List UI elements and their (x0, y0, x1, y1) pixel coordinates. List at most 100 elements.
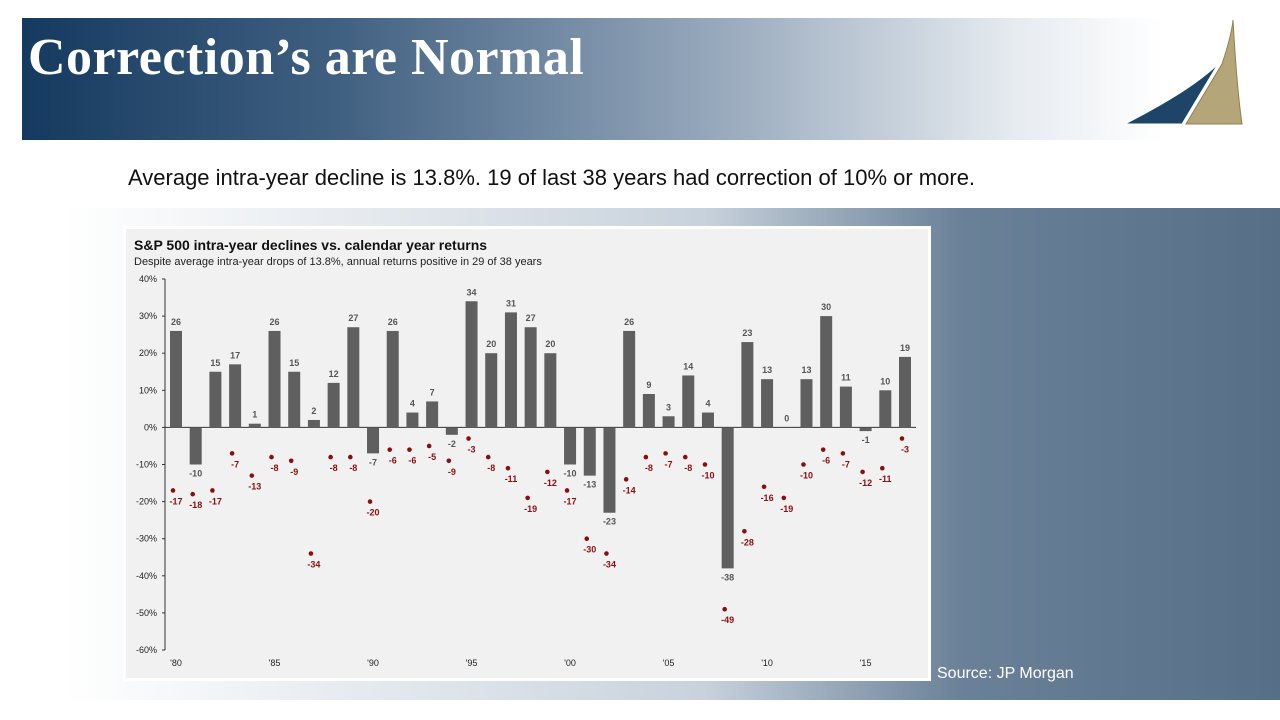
decline-dot-2008 (722, 606, 727, 612)
bar-2013 (820, 316, 833, 428)
decline-dot-1996 (485, 454, 491, 460)
y-tick-label: -20% (136, 497, 157, 507)
chart-subtitle: Despite average intra-year drops of 13.8… (134, 256, 542, 268)
bar-1987 (307, 419, 320, 428)
bar-label-2001: -13 (583, 480, 596, 490)
decline-dot-2006 (682, 454, 688, 460)
bar-label-1999: 20 (545, 339, 555, 349)
decline-dot-1993 (426, 443, 432, 449)
bar-label-2003: 26 (624, 317, 634, 327)
decline-label-2013: -6 (822, 456, 830, 466)
bar-1992 (406, 412, 419, 428)
bar-2005 (662, 416, 675, 428)
decline-dot-1991 (387, 447, 393, 452)
decline-dot-2015 (860, 469, 865, 475)
decline-label-1994: -9 (448, 467, 456, 477)
decline-dot-2013 (820, 447, 826, 452)
decline-dot-2004 (643, 454, 649, 460)
decline-dot-1986 (288, 458, 294, 464)
decline-label-2010: -16 (761, 493, 774, 503)
x-tick-label: '00 (564, 658, 576, 668)
bar-2009 (741, 342, 754, 428)
bar-label-1985: 26 (270, 317, 280, 327)
chart-panel: S&P 500 intra-year declines vs. calendar… (123, 226, 931, 681)
bar-label-2002: -23 (603, 517, 616, 527)
bar-1983 (229, 364, 242, 428)
bar-1984 (248, 423, 261, 428)
bar-label-1994: -2 (448, 439, 456, 449)
decline-dot-1982 (210, 488, 215, 493)
y-tick-label: 20% (139, 348, 157, 358)
bar-2017 (899, 356, 911, 428)
bar-1982 (209, 371, 222, 428)
y-tick-label: 40% (139, 274, 157, 284)
bar-label-2014: 11 (841, 373, 851, 383)
y-tick-label: -50% (136, 608, 157, 618)
source-note: Source: JP Morgan (937, 665, 1074, 682)
decline-label-1989: -8 (349, 463, 357, 473)
slide-title: Correction’s are Normal (28, 29, 585, 86)
y-tick-label: -60% (136, 645, 157, 655)
bar-label-2012: 13 (801, 365, 811, 375)
bar-label-2013: 30 (821, 302, 831, 312)
bar-2014 (839, 386, 852, 428)
bar-2004 (642, 394, 655, 428)
decline-label-2011: -19 (780, 504, 793, 514)
bar-1990 (367, 427, 380, 454)
decline-label-1986: -9 (290, 467, 298, 477)
bar-1998 (524, 327, 537, 428)
decline-label-1988: -8 (330, 463, 338, 473)
bar-label-1992: 4 (410, 399, 415, 409)
bar-label-2004: 9 (646, 380, 651, 390)
bar-label-2008: -38 (721, 572, 734, 582)
decline-dot-2012 (801, 462, 806, 467)
bar-2015 (859, 427, 872, 432)
x-tick-label: '95 (466, 658, 478, 668)
decline-dot-2014 (840, 451, 846, 456)
bar-1994 (445, 427, 458, 435)
header-banner (22, 18, 1262, 140)
y-tick-label: 0% (144, 422, 157, 432)
bar-label-1984: 1 (252, 410, 257, 420)
x-tick-label: '10 (761, 658, 773, 668)
decline-label-1987: -34 (307, 560, 320, 570)
bar-label-1982: 15 (210, 358, 220, 368)
x-tick-label: '85 (269, 658, 281, 668)
bar-2002 (603, 427, 616, 513)
decline-label-1997: -11 (505, 474, 518, 484)
y-tick-label: 30% (139, 311, 157, 321)
bar-1989 (347, 327, 360, 428)
decline-dot-2017 (899, 436, 905, 441)
bar-label-2000: -10 (564, 469, 577, 479)
decline-dot-1998 (525, 495, 530, 501)
decline-dot-1981 (190, 491, 196, 497)
bar-label-2016: 10 (880, 376, 890, 386)
decline-dot-1994 (446, 458, 452, 464)
decline-label-1999: -12 (544, 478, 557, 488)
bar-1996 (485, 353, 498, 428)
decline-dot-1999 (545, 469, 550, 475)
bar-label-1991: 26 (388, 317, 398, 327)
bar-label-2017: 19 (900, 343, 910, 353)
bar-label-1987: 2 (311, 406, 316, 416)
bar-2010 (761, 379, 774, 428)
decline-dot-1984 (249, 473, 255, 478)
decline-dot-1987 (308, 551, 314, 556)
bar-2006 (682, 375, 695, 428)
x-tick-label: '05 (663, 658, 675, 668)
bar-2012 (800, 379, 813, 428)
bar-label-2005: 3 (666, 402, 671, 412)
decline-dot-2002 (604, 551, 609, 556)
bar-label-2010: 13 (762, 365, 772, 375)
decline-dot-2005 (663, 451, 668, 456)
decline-label-1996: -8 (487, 463, 495, 473)
decline-dot-1983 (229, 451, 235, 456)
bar-label-1997: 31 (506, 298, 516, 308)
decline-label-1982: -17 (209, 496, 222, 506)
decline-label-2009: -28 (741, 537, 754, 547)
decline-dot-2010 (761, 484, 767, 490)
decline-dot-2001 (584, 536, 590, 541)
y-tick-label: -10% (136, 460, 157, 470)
bar-label-1996: 20 (486, 339, 496, 349)
decline-dot-1992 (407, 447, 412, 452)
